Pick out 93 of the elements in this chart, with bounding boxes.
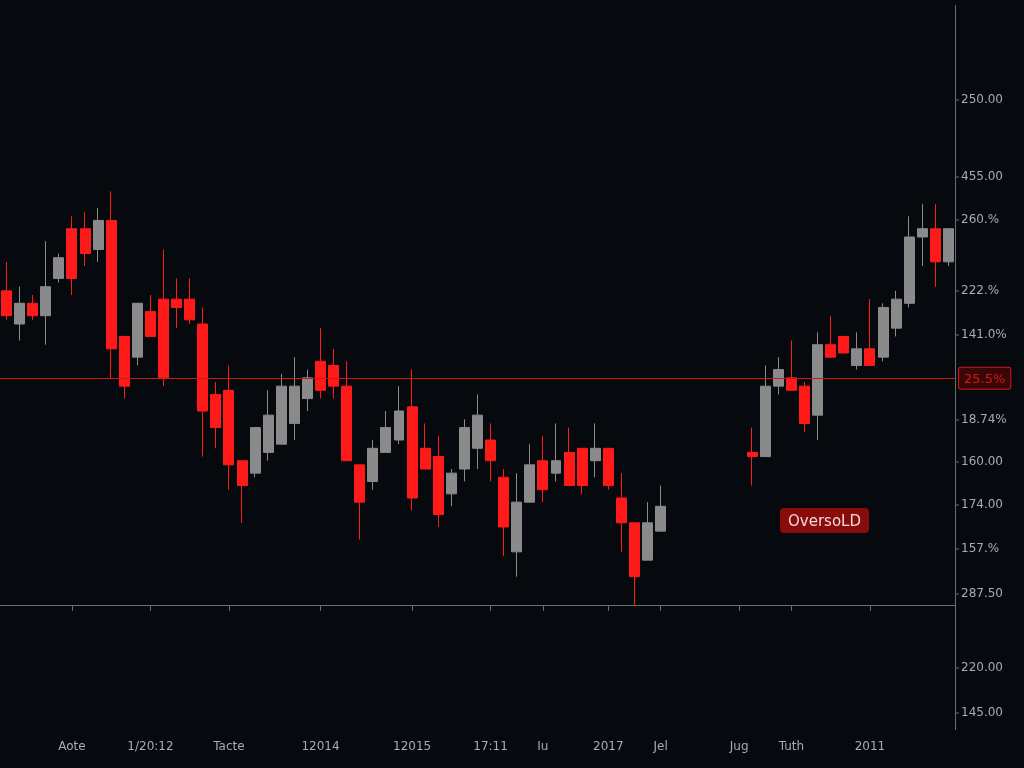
candlestick [825, 315, 836, 358]
candlestick [551, 422, 561, 482]
candlestick [577, 447, 588, 495]
text: 455.00 [961, 169, 1003, 183]
x-tick-label: 12014 [301, 739, 340, 753]
candlestick [315, 327, 326, 400]
x-tick-label: 1/20:12 [127, 739, 174, 753]
candlestick [747, 427, 758, 487]
candlestick [106, 190, 117, 379]
candlestick [642, 501, 653, 561]
candlestick [511, 472, 522, 578]
x-tick-label: 2011 [854, 739, 886, 753]
candlestick [773, 356, 784, 395]
candlestick [446, 468, 457, 507]
candlestick [302, 369, 313, 412]
candlestick [498, 468, 509, 557]
text: 157.% [961, 541, 1000, 555]
candlestick [407, 369, 418, 511]
candlestick [27, 294, 38, 321]
text: 18.74% [961, 412, 1007, 426]
text: 174.00 [961, 497, 1003, 511]
candlestick [184, 277, 195, 325]
candlestick [799, 381, 810, 433]
candlestick [760, 364, 771, 458]
text: 160.00 [961, 454, 1003, 468]
candlestick [904, 215, 915, 308]
x-tick-label: 17:11 [473, 739, 508, 753]
candlestick [864, 298, 875, 366]
x-tick-label: Aote [58, 739, 86, 753]
candlestick [629, 522, 640, 607]
candlestick [930, 203, 941, 288]
candlestick [878, 302, 889, 362]
x-tick-label: Iu [537, 739, 549, 753]
x-tick-label: 12015 [393, 739, 432, 753]
x-tick-label: Tuth [777, 739, 805, 753]
text: 25.5% [964, 370, 1006, 386]
candlestick [328, 348, 339, 400]
candlestick [943, 228, 954, 267]
candlestick [171, 277, 182, 329]
candlestick [537, 435, 548, 503]
candlestick [616, 472, 627, 553]
candlestick [564, 427, 575, 487]
candlestick [132, 302, 143, 366]
candlestick [289, 356, 300, 441]
candlestick [433, 435, 444, 528]
candlestick [210, 381, 221, 449]
candlestick [472, 393, 483, 470]
candlestick [93, 207, 104, 263]
candlestick [367, 439, 378, 491]
candlestick [838, 335, 849, 354]
candlestick [891, 290, 902, 337]
candlestick [197, 306, 208, 458]
candlestick [917, 203, 928, 267]
text: 145.00 [961, 705, 1003, 719]
candlestick [80, 211, 91, 267]
candlestick [14, 286, 25, 342]
text: 220.00 [961, 660, 1003, 674]
candlestick [237, 460, 248, 524]
candlestick [119, 335, 130, 400]
candlestick [655, 485, 666, 532]
x-tick-label: Tacte [212, 739, 245, 753]
candlestick [223, 364, 234, 491]
candlestick [53, 253, 64, 284]
candlestick [341, 360, 352, 462]
x-tick-label: 2017 [593, 739, 624, 753]
candlestick [603, 447, 614, 491]
candlestick [354, 464, 365, 540]
candlestick [1, 261, 12, 321]
candlestick [524, 443, 535, 503]
text: 287.50 [961, 586, 1003, 600]
text: 141.0% [961, 327, 1007, 341]
candlestick [145, 294, 156, 337]
candlestick [158, 248, 169, 387]
candlestick [812, 331, 823, 441]
candlestick [459, 418, 470, 482]
candlestick [786, 340, 797, 391]
candlestick [276, 373, 287, 445]
candlestick [263, 389, 274, 462]
candlestick [851, 331, 862, 371]
candlestick [394, 385, 404, 445]
text: 250.00 [961, 92, 1003, 106]
text: 260.% [961, 212, 1000, 226]
candlestick [250, 427, 261, 478]
candlestick [485, 422, 496, 482]
candlestick [420, 422, 431, 470]
text: 222.% [961, 283, 1000, 297]
x-tick-label: Jug [728, 739, 749, 753]
x-tick-label: Jel [652, 739, 668, 753]
candlestick [66, 215, 77, 296]
candlestick [590, 422, 601, 478]
annotation: OversoLD [788, 511, 861, 530]
candlestick [40, 240, 51, 346]
candlestick [380, 410, 391, 453]
